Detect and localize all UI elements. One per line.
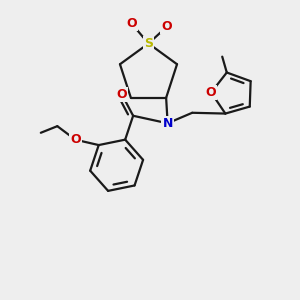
Text: S: S xyxy=(144,37,153,50)
Text: O: O xyxy=(161,20,172,34)
Text: O: O xyxy=(127,17,137,31)
Text: O: O xyxy=(116,88,127,101)
Text: O: O xyxy=(70,133,81,146)
Text: O: O xyxy=(206,86,217,99)
Text: N: N xyxy=(162,117,173,130)
